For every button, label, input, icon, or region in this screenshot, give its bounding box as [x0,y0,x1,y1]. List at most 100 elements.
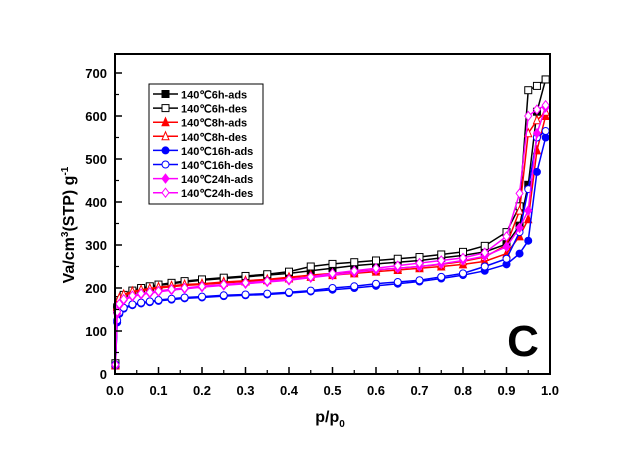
y-axis-label: Va/cm3(STP) g-1 [60,166,78,283]
legend-label-1: 140℃6h-des [181,104,247,116]
data-point-7-20 [415,257,424,269]
data-point-7-9 [180,282,189,294]
data-point-6-26 [524,205,533,216]
data-point-5-9 [180,293,189,302]
data-point-7-11 [219,279,228,290]
data-point-7-16 [328,268,337,279]
data-point-4-27 [532,167,541,176]
y-axis-label-ylabel_sup: 3 [60,231,71,237]
data-point-5-18 [372,279,380,288]
x-tick-label: 0.9 [497,383,515,398]
legend-label-3: 140℃8h-des [181,132,247,144]
data-point-5-28 [541,127,550,136]
x-axis-label-xlabel_sub: 0 [339,419,345,430]
data-point-7-2 [115,298,124,310]
data-point-5-6 [145,297,154,306]
data-point-6-27 [532,127,542,139]
data-point-2-26 [523,213,533,224]
legend-label-0: 140℃6h-ads [181,90,247,102]
y-tick-label: 100 [85,324,107,339]
y-tick-label: 300 [85,238,107,253]
x-tick-label: 0.1 [149,383,167,398]
data-point-7-13 [263,275,272,287]
y-tick-label: 500 [85,152,107,167]
legend-marker-7 [161,187,170,199]
data-point-7-15 [306,271,315,283]
legend-marker-6 [161,173,170,184]
data-point-5-24 [502,254,511,263]
legend-box [148,83,264,205]
data-point-5-16 [328,284,337,292]
x-axis-label-xlabel: p/p [315,409,339,426]
x-tick-label: 0.7 [410,383,428,398]
data-point-3-25 [515,204,524,215]
x-tick-label: 0.6 [367,383,385,398]
y-tick-label: 400 [85,195,107,210]
y-tick-label: 700 [85,66,107,81]
data-point-1-15 [306,262,315,271]
y-tick-label: 600 [85,109,107,124]
data-point-7-26 [524,110,533,122]
data-point-7-23 [480,247,489,259]
x-tick-label: 0.5 [323,383,341,398]
data-point-7-19 [393,260,402,271]
legend-label-2: 140℃8h-ads [181,118,247,130]
data-point-7-4 [128,290,137,302]
data-point-5-19 [393,277,402,286]
data-point-7-10 [197,280,207,292]
legend-label-7: 140℃24h-des [181,188,253,200]
y-tick-label: 200 [85,281,107,296]
data-point-6-25 [515,222,524,234]
y-tick-label: 0 [100,367,107,382]
data-point-7-27 [532,104,542,115]
data-point-7-8 [167,283,176,295]
data-point-7-5 [136,288,146,299]
data-point-7-7 [154,285,163,297]
data-point-7-25 [515,188,524,199]
data-point-1-27 [532,81,541,90]
x-tick-label: 1.0 [541,383,559,398]
legend-marker-3 [161,130,170,141]
data-point-5-10 [198,292,206,301]
data-point-5-14 [285,288,293,297]
data-point-5-23 [480,262,489,271]
data-point-5-8 [167,294,176,303]
data-point-7-17 [350,265,359,277]
y-axis-label-ylabel_sup2: -1 [60,166,71,175]
x-tick-label: 0.2 [193,383,211,398]
legend-marker-1 [161,104,170,113]
data-point-7-21 [437,255,446,266]
data-point-4-25 [515,249,524,258]
y-axis-label-ylabel: Va/cm [61,237,78,283]
legend-marker-0 [161,90,170,98]
x-tick-label: 0.3 [236,383,254,398]
data-point-1-28 [541,75,550,84]
legend-marker-2 [161,116,170,127]
legend-label-4: 140℃16h-ads [181,146,253,158]
data-point-5-17 [350,282,359,291]
data-point-5-7 [154,296,163,305]
data-point-1-17 [350,258,359,267]
data-point-1-16 [328,259,337,268]
legend-label-5: 140℃16h-des [181,160,253,172]
data-point-4-26 [524,236,533,245]
x-tick-label: 0.8 [454,383,472,398]
x-tick-label: 0.0 [106,383,124,398]
data-point-7-22 [458,252,468,264]
data-point-5-11 [219,291,228,300]
data-point-5-15 [306,286,315,295]
data-point-7-12 [241,277,250,289]
legend-marker-4 [161,146,170,155]
data-point-6-24 [502,241,511,253]
y-axis-label-ylabel_mid: (STP) g [61,176,78,232]
data-point-3-27 [532,114,542,125]
data-point-5-5 [137,298,146,307]
data-point-5-22 [459,269,467,278]
data-point-5-13 [263,289,272,298]
x-tick-label: 0.4 [280,383,299,398]
data-point-5-21 [437,272,446,281]
legend-marker-5 [161,160,170,169]
panel-label: C [507,317,539,366]
